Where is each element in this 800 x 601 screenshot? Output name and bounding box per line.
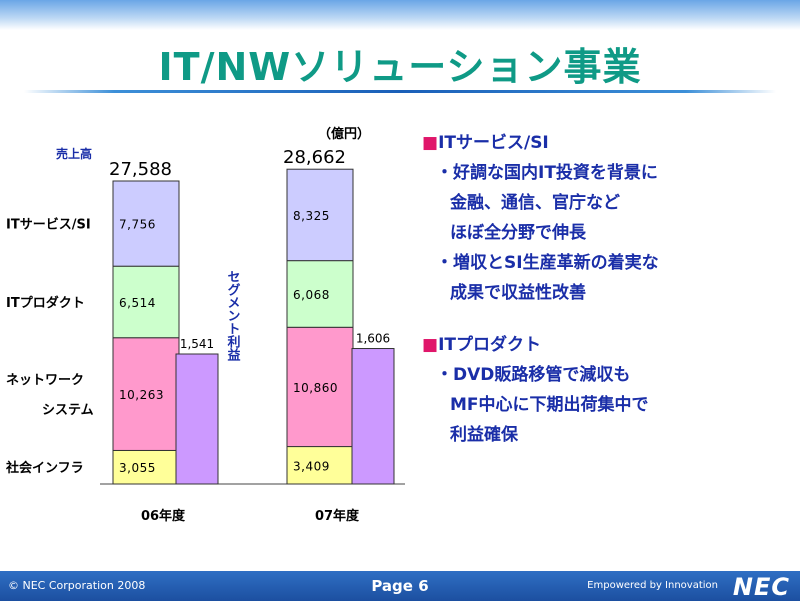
series-name-label: 社会インフラ <box>5 460 84 476</box>
tagline-text: Empowered by Innovation <box>587 580 718 591</box>
slide-title: IT/NWソリューション事業 <box>158 45 642 89</box>
stack-segment <box>112 180 180 267</box>
stack-segment <box>286 446 354 485</box>
series-name-label: ITプロダクト <box>6 295 85 311</box>
section-heading-it-services: ■ITサービス/SI <box>422 133 549 153</box>
bullet-text-continued: 利益確保 <box>450 425 518 445</box>
stack-segment <box>286 326 354 448</box>
stack-segment <box>286 260 354 328</box>
segment-value-label: 6,068 <box>293 288 330 302</box>
top-gradient-band <box>0 0 800 30</box>
stack-segment <box>286 168 354 262</box>
sales-label: 売上高 <box>56 146 92 161</box>
section-heading-it-products: ■ITプロダクト <box>422 335 541 355</box>
nec-logo: NEC <box>732 573 790 601</box>
footer-bar: © NEC Corporation 2008 Page 6 Empowered … <box>0 571 800 601</box>
segment-value-label: 3,409 <box>293 459 330 473</box>
bullet-text-continued: 成果で収益性改善 <box>450 283 586 303</box>
segment-value-label: 10,263 <box>119 388 164 402</box>
page-number: Page 6 <box>371 577 429 595</box>
right-panel: ■ITサービス/SI ・好調な国内IT投資を背景に 金融、通信、官庁など ほぼ全… <box>422 128 792 450</box>
bullet-text-continued: ほぼ全分野で伸長 <box>450 223 586 243</box>
stack-segment <box>112 265 180 339</box>
title-divider <box>24 90 776 93</box>
stacked-bar-chart: 3,055 10,263 6,514 7,756 27,588 1,541 06年度 ITサー… <box>5 126 405 524</box>
profit-value-label: 1,541 <box>180 337 214 351</box>
bullet-text: ・増収とSI生産革新の着実な <box>436 253 659 273</box>
segment-value-label: 8,325 <box>293 209 330 223</box>
total-value-label: 27,588 <box>109 159 172 180</box>
segment-profit-label: セグメント利益 <box>225 270 241 362</box>
series-name-label: システム <box>42 403 94 418</box>
segment-value-label: 10,860 <box>293 381 338 395</box>
bullet-text-continued: MF中心に下期出荷集中で <box>450 395 649 415</box>
stack-segment <box>112 337 180 451</box>
segment-value-label: 3,055 <box>119 461 156 475</box>
bullet-text: ・好調な国内IT投資を背景に <box>436 163 658 183</box>
segment-profit-bar <box>351 348 395 485</box>
segment-value-label: 7,756 <box>119 218 156 232</box>
bullet-text: ・DVD販路移管で減収も <box>436 365 631 385</box>
segment-value-label: 6,514 <box>119 296 156 310</box>
series-name-label: ITサービス/SI <box>6 217 91 233</box>
segment-profit-bar <box>175 353 219 485</box>
bullet-text-continued: 金融、通信、官庁など <box>450 193 620 213</box>
total-value-label: 28,662 <box>283 147 346 168</box>
category-label: 07年度 <box>315 508 360 524</box>
category-label: 06年度 <box>141 508 186 524</box>
profit-value-label: 1,606 <box>356 332 390 346</box>
unit-label: （億円） <box>318 126 370 142</box>
series-name-label: ネットワーク <box>6 373 84 388</box>
copyright-text: © NEC Corporation 2008 <box>8 579 146 592</box>
